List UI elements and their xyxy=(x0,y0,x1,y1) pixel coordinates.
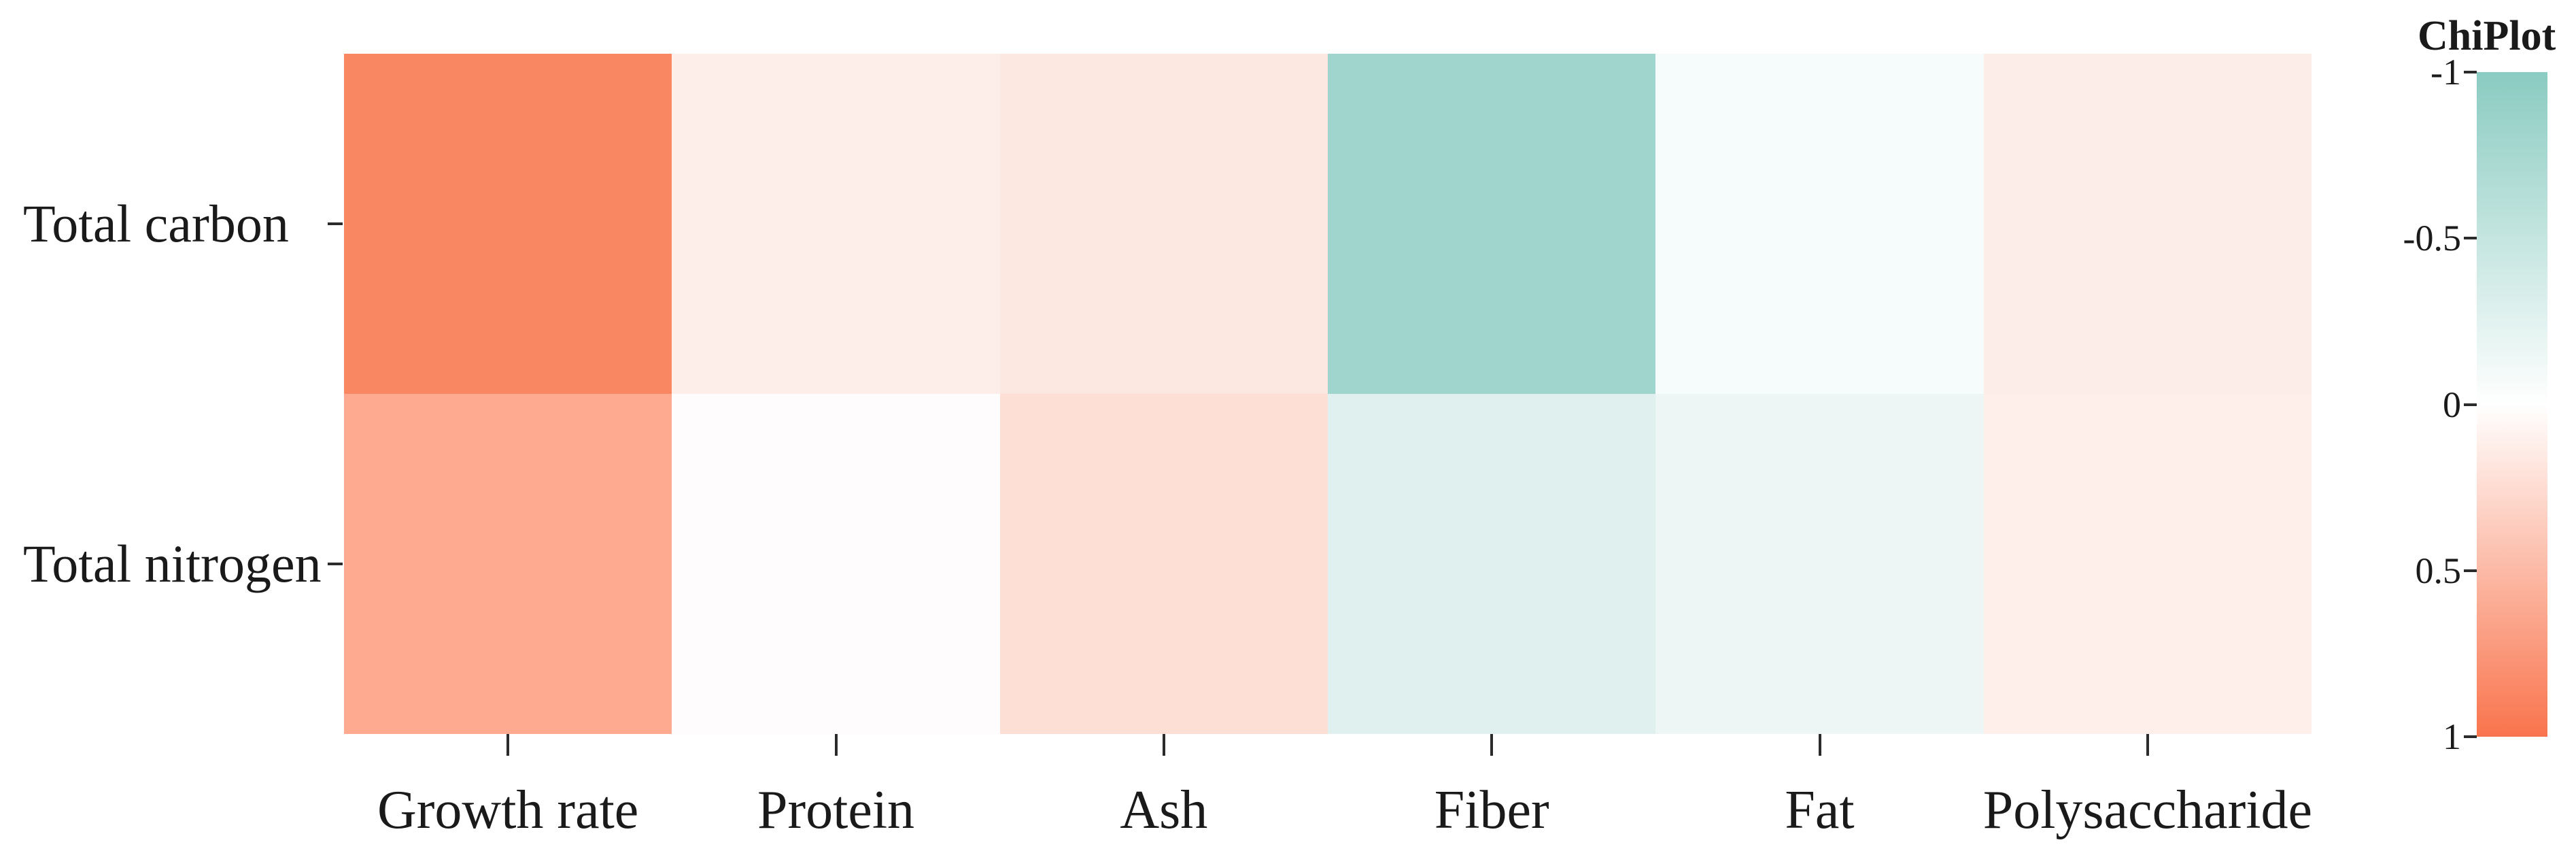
heatmap-grid xyxy=(344,54,2312,734)
heatmap-cell-total-nitrogen-fiber xyxy=(1328,394,1656,734)
y-axis: Total carbon Total nitrogen xyxy=(0,54,344,734)
y-axis-label-total-nitrogen: Total nitrogen xyxy=(23,534,322,593)
legend-tick-label--0-5: -0.5 xyxy=(2403,218,2461,259)
heatmap-cell-total-carbon-polysaccharide xyxy=(1983,54,2312,394)
legend-colorbar xyxy=(2477,72,2547,737)
x-axis-tick-fiber xyxy=(1490,734,1494,756)
x-axis-tick-fat xyxy=(1818,734,1821,756)
legend-tick-0 xyxy=(2464,403,2477,406)
x-axis-tick-protein xyxy=(834,734,838,756)
legend-tick--0-5 xyxy=(2464,237,2477,240)
y-axis-tick-total-nitrogen xyxy=(328,563,343,565)
heatmap-cell-total-carbon-growth-rate xyxy=(344,54,672,394)
legend-ticks: -1 -0.5 0 0.5 1 xyxy=(2298,52,2477,757)
y-axis-label-total-carbon: Total carbon xyxy=(23,194,289,253)
x-axis: Growth rate Protein Ash Fiber Fat Polysacchar… xyxy=(344,734,2312,851)
x-axis-label-fat: Fat xyxy=(1785,780,1855,840)
x-axis-label-ash: Ash xyxy=(1120,780,1208,840)
x-axis-tick-ash xyxy=(1162,734,1165,756)
legend-tick-1 xyxy=(2464,735,2477,738)
y-axis-tick-total-carbon xyxy=(328,222,343,225)
legend-tick-0-5 xyxy=(2464,569,2477,572)
heatmap-cell-total-carbon-protein xyxy=(672,54,1000,394)
heatmap-cell-total-nitrogen-polysaccharide xyxy=(1983,394,2312,734)
x-axis-label-protein: Protein xyxy=(757,780,915,840)
x-axis-label-fiber: Fiber xyxy=(1434,780,1549,840)
x-axis-tick-polysaccharide xyxy=(2146,734,2149,756)
x-axis-label-polysaccharide: Polysaccharide xyxy=(1982,780,2312,840)
heatmap-cell-total-carbon-ash xyxy=(999,54,1328,394)
x-axis-tick-growth-rate xyxy=(506,734,510,756)
legend-title: ChiPlot xyxy=(2418,13,2556,59)
legend-tick-label-0: 0 xyxy=(2443,384,2461,425)
heatmap-cell-total-nitrogen-protein xyxy=(672,394,1000,734)
legend-tick-label-1: 1 xyxy=(2443,716,2461,757)
legend-tick--1 xyxy=(2464,71,2477,73)
heatmap-cell-total-nitrogen-growth-rate xyxy=(344,394,672,734)
legend-tick-label-0-5: 0.5 xyxy=(2415,550,2462,591)
x-axis-label-growth-rate: Growth rate xyxy=(377,780,639,840)
heatmap-cell-total-nitrogen-fat xyxy=(1655,394,1984,734)
heatmap-cell-total-carbon-fiber xyxy=(1328,54,1656,394)
heatmap-cell-total-nitrogen-ash xyxy=(999,394,1328,734)
heatmap-cell-total-carbon-fat xyxy=(1655,54,1984,394)
legend-tick-label--1: -1 xyxy=(2431,52,2461,93)
